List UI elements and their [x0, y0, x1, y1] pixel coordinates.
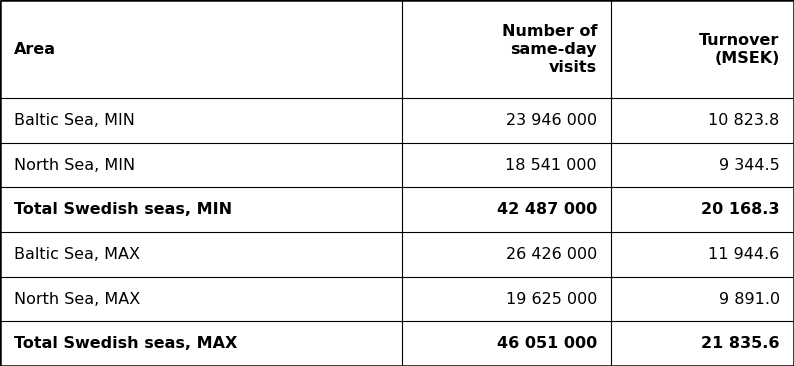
Text: 20 168.3: 20 168.3 [701, 202, 780, 217]
Text: 10 823.8: 10 823.8 [708, 113, 780, 128]
Text: North Sea, MAX: North Sea, MAX [14, 292, 141, 306]
Text: Baltic Sea, MIN: Baltic Sea, MIN [14, 113, 135, 128]
Text: North Sea, MIN: North Sea, MIN [14, 158, 136, 172]
Text: 23 946 000: 23 946 000 [506, 113, 597, 128]
Text: 11 944.6: 11 944.6 [708, 247, 780, 262]
Text: 18 541 000: 18 541 000 [506, 158, 597, 172]
Text: 19 625 000: 19 625 000 [506, 292, 597, 306]
Text: Baltic Sea, MAX: Baltic Sea, MAX [14, 247, 141, 262]
Text: Total Swedish seas, MAX: Total Swedish seas, MAX [14, 336, 237, 351]
Text: Total Swedish seas, MIN: Total Swedish seas, MIN [14, 202, 233, 217]
Text: 9 891.0: 9 891.0 [719, 292, 780, 306]
Text: Area: Area [14, 42, 56, 56]
Text: 42 487 000: 42 487 000 [497, 202, 597, 217]
Text: 26 426 000: 26 426 000 [506, 247, 597, 262]
Text: Turnover
(MSEK): Turnover (MSEK) [700, 33, 780, 66]
Text: Number of
same-day
visits: Number of same-day visits [502, 23, 597, 75]
Text: 21 835.6: 21 835.6 [701, 336, 780, 351]
Text: 9 344.5: 9 344.5 [719, 158, 780, 172]
Text: 46 051 000: 46 051 000 [497, 336, 597, 351]
